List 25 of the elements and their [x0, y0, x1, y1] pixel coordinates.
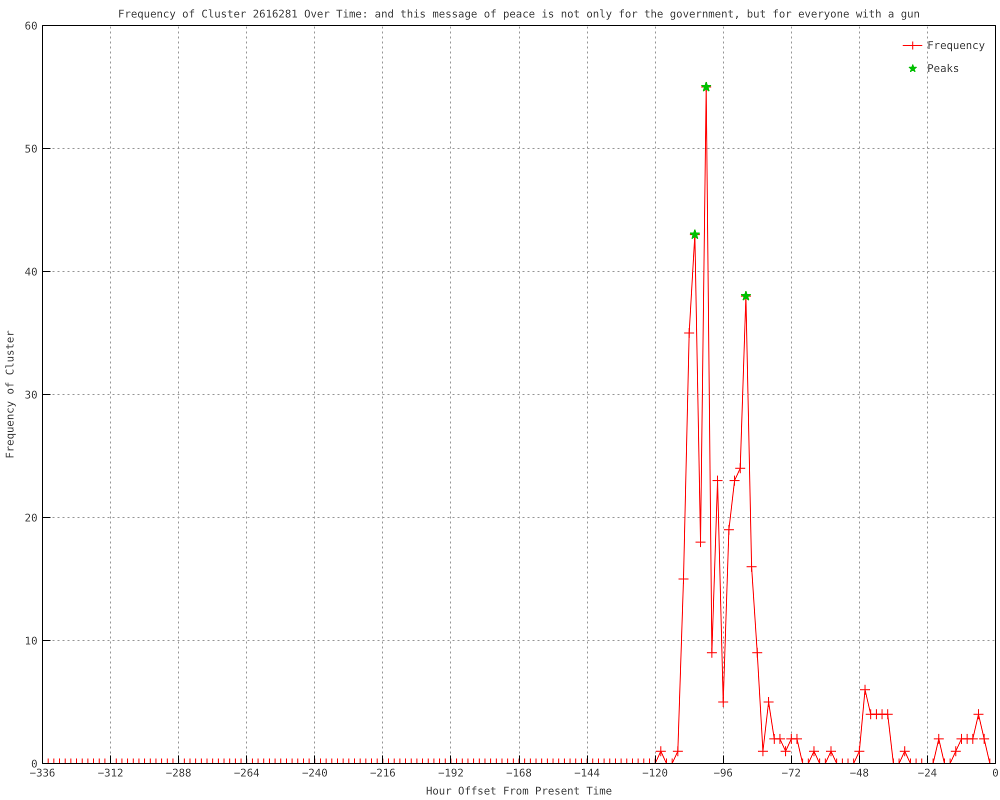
x-tick-label: −240: [302, 766, 328, 780]
legend-label: Peaks: [927, 62, 960, 74]
x-tick-label: −288: [166, 766, 192, 780]
chart-title: Frequency of Cluster 2616281 Over Time: and this message of peace is not only for the government, but for everyone with a gun: [118, 8, 920, 20]
x-tick-label: −144: [574, 766, 600, 780]
x-tick-label: −312: [98, 766, 124, 780]
y-tick-label: 50: [24, 142, 38, 156]
x-tick-label: −48: [850, 766, 869, 780]
y-tick-label: 30: [24, 388, 38, 402]
x-tick-label: −264: [234, 766, 260, 780]
x-axis-title: Hour Offset From Present Time: [426, 784, 612, 798]
legend-label: Frequency: [927, 38, 985, 52]
y-tick-label: 60: [24, 20, 38, 32]
y-tick-label: 20: [24, 512, 38, 524]
y-axis-title: Frequency of Cluster: [4, 330, 17, 459]
x-tick-label: −120: [642, 766, 668, 780]
x-tick-label: −168: [506, 766, 532, 780]
x-tick-label: −192: [438, 766, 464, 780]
y-tick-label: 10: [24, 634, 38, 648]
x-tick-label: −24: [918, 766, 938, 780]
x-tick-label: −72: [782, 766, 801, 780]
x-tick-label: 0: [992, 766, 999, 780]
x-tick-label: −96: [714, 766, 733, 780]
x-tick-label: −216: [370, 766, 396, 780]
y-tick-label: 40: [24, 266, 38, 278]
